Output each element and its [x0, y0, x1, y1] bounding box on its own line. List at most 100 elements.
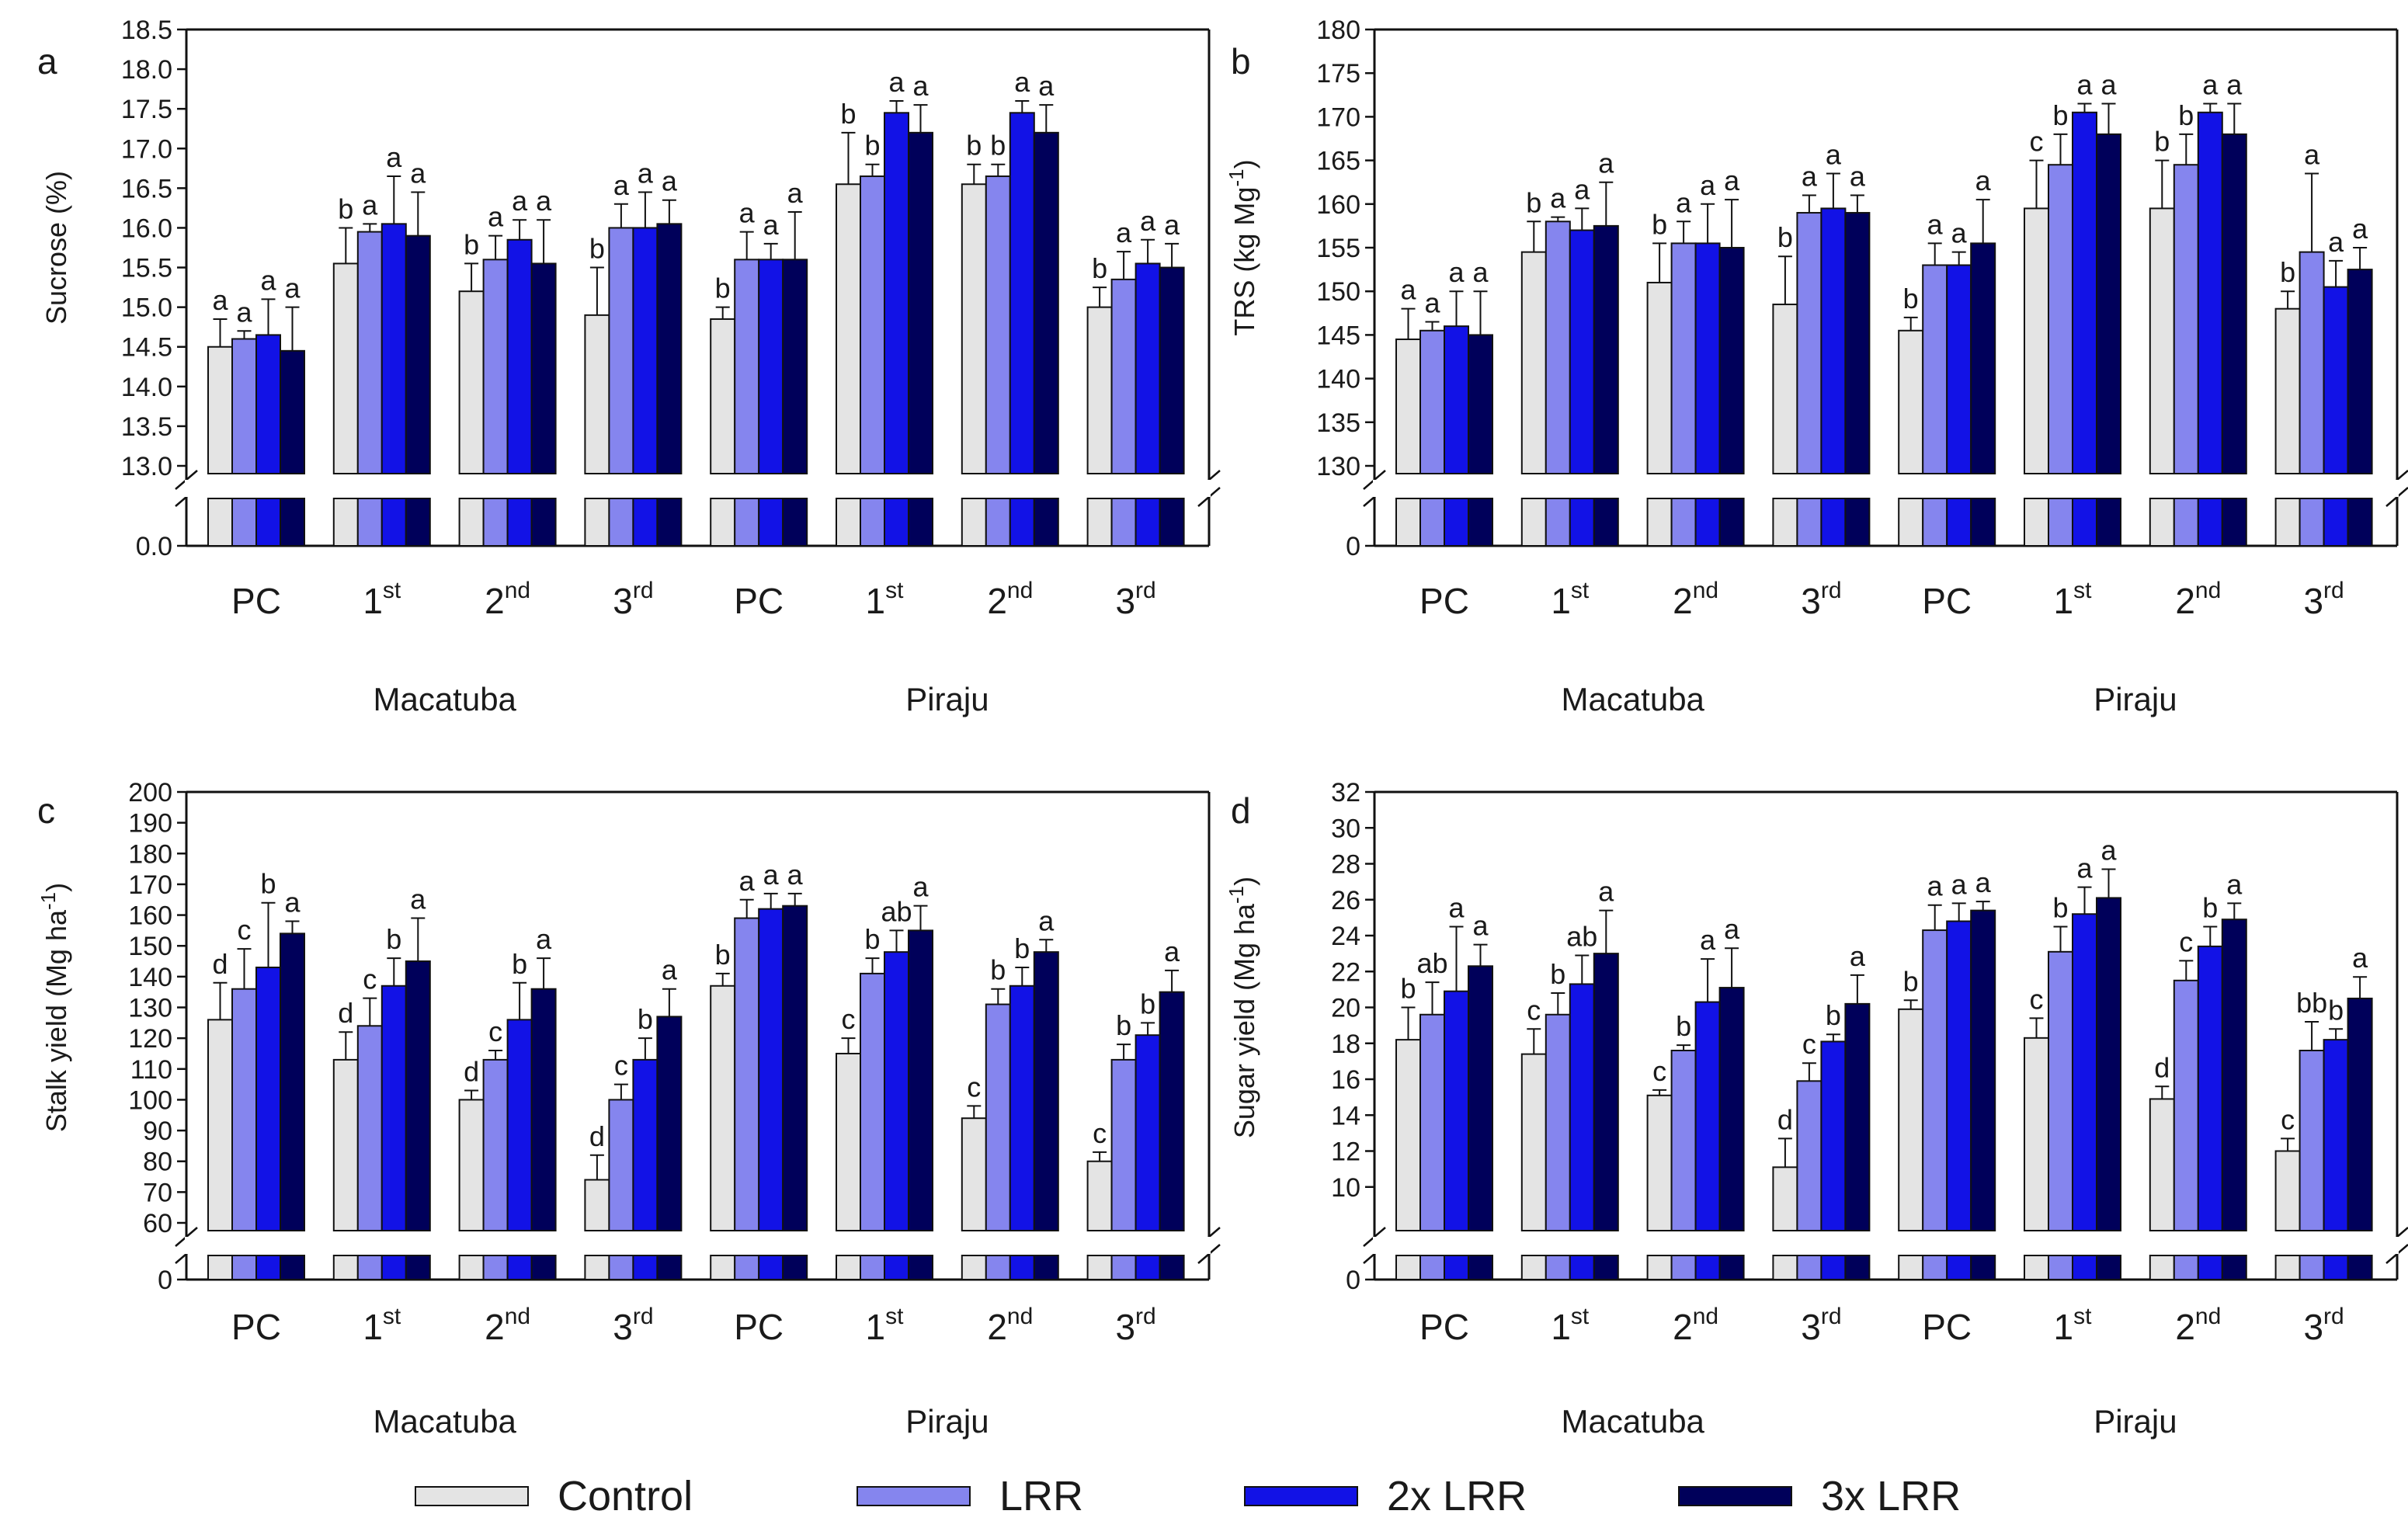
significance-letter: a [1164, 209, 1180, 241]
bar-lrr [1110, 278, 1137, 475]
bar-3x-lrr [1468, 965, 1493, 1231]
bar-control [458, 290, 485, 475]
bar-3x-lrr [1159, 991, 1185, 1232]
axis-break-gap [185, 480, 1211, 497]
significance-letter: a [613, 169, 630, 201]
significance-letter: a [2226, 868, 2243, 900]
bar-stump [405, 1255, 431, 1280]
significance-letter: a [787, 177, 804, 209]
y-tick-label: 120 [128, 1024, 172, 1054]
bar-stump [584, 498, 610, 547]
bar-stump [961, 1255, 987, 1280]
significance-letter: b [1400, 973, 1416, 1005]
significance-letter: b [2052, 891, 2068, 923]
bar-stump [1593, 1255, 1619, 1280]
x-category-label: 2nd [485, 1304, 530, 1347]
y-tick-label: 155 [1316, 234, 1360, 263]
bar-stump [734, 498, 760, 547]
bar-control [2149, 1098, 2175, 1231]
significance-letter: b [1826, 999, 1841, 1031]
significance-letter: a [662, 954, 678, 986]
bar-lrr [1419, 329, 1445, 474]
significance-letter: a [1400, 274, 1416, 306]
bar-control [836, 183, 861, 474]
bar-stump [758, 1255, 784, 1280]
panel-c: c Stalk yield (Mg ha-1) 200190180170160150… [36, 778, 1221, 1439]
y-tick-label: 15.0 [121, 293, 172, 323]
significance-letter: b [1014, 932, 1030, 964]
bar-control [207, 346, 233, 474]
bar-stump [2274, 498, 2301, 547]
x-category-label: 2nd [1673, 578, 1718, 621]
bar-lrr [2173, 164, 2199, 474]
bar-stump [2173, 498, 2199, 547]
significance-letter: b [1652, 208, 1667, 240]
significance-letter: b [2280, 256, 2295, 288]
bar-3x-lrr [2096, 133, 2121, 474]
x-category-label: 1st [2054, 1304, 2093, 1347]
bar-2x-lrr [1135, 262, 1161, 474]
bar-stump [782, 1255, 808, 1280]
bar-stump [2072, 498, 2097, 547]
bar-control [2149, 207, 2175, 474]
significance-letter: a [1951, 868, 1968, 900]
x-category-label: 3rd [1801, 1304, 1841, 1347]
bar-2x-lrr [1444, 990, 1469, 1231]
y-tick-label: 135 [1316, 408, 1360, 438]
bar-stump [1135, 1255, 1161, 1280]
bar-stump [1395, 1255, 1421, 1280]
significance-letter: d [338, 997, 353, 1029]
bar-control [1520, 1053, 1547, 1231]
bar-3x-lrr [280, 932, 305, 1232]
bar-stump [1646, 1255, 1673, 1280]
y-tick-label: 18 [1331, 1030, 1360, 1059]
bar-lrr [1796, 212, 1823, 474]
bar-control [1086, 306, 1113, 474]
y-axis-label: Stalk yield (Mg ha-1) [36, 883, 72, 1132]
bar-lrr [734, 917, 760, 1232]
x-location-label: Macatuba [1561, 681, 1704, 717]
bar-control [1772, 1166, 1798, 1231]
axis-break-gap [185, 1237, 1211, 1254]
bar-stump [255, 1255, 281, 1280]
significance-letter: b [589, 233, 605, 265]
x-category-label: PC [734, 1307, 784, 1347]
bar-stump [632, 498, 658, 547]
y-tick-label: 70 [143, 1178, 172, 1207]
x-location-label: Piraju [2094, 681, 2177, 717]
bar-3x-lrr [280, 349, 305, 474]
significance-letter: b [1526, 186, 1541, 218]
bar-stump [380, 1255, 407, 1280]
significance-letter: a [1550, 182, 1566, 214]
bar-stump [1110, 1255, 1137, 1280]
bar-2x-lrr [1820, 207, 1847, 474]
significance-letter: c [2030, 983, 2044, 1015]
y-tick-label: 110 [130, 1055, 172, 1085]
significance-letter: b [864, 130, 880, 161]
panel-a: a Sucrose (%) 18.5 18.0 17.5 17.0 16.5 16.0 15.5… [37, 16, 1221, 717]
significance-letter: ab [1566, 920, 1597, 952]
bar-3x-lrr [1718, 247, 1745, 474]
bar-stump [656, 1255, 683, 1280]
significance-letter: b [2052, 99, 2068, 131]
significance-letter: d [589, 1120, 605, 1152]
bar-stump [530, 1255, 557, 1280]
significance-letter: c [2030, 126, 2044, 158]
significance-letter: a [739, 865, 756, 897]
significance-letter: a [912, 70, 929, 102]
x-category-label: 1st [1551, 578, 1590, 621]
bar-stump [584, 1255, 610, 1280]
bar-stump [1670, 1255, 1697, 1280]
bar-control [1520, 251, 1547, 474]
significance-letter: a [362, 189, 378, 221]
bar-stump [2323, 1255, 2349, 1280]
x-category-label: 2nd [1673, 1304, 1718, 1347]
bar-stump [985, 498, 1011, 547]
bar-stump [1159, 1255, 1185, 1280]
y-tick-label: 160 [128, 901, 172, 931]
bar-stump [1468, 1255, 1493, 1280]
significance-letter: a [1975, 165, 1992, 196]
bar-stump [356, 498, 383, 547]
bar-stump [2048, 498, 2073, 547]
y-tick-label: 30 [1331, 814, 1360, 843]
